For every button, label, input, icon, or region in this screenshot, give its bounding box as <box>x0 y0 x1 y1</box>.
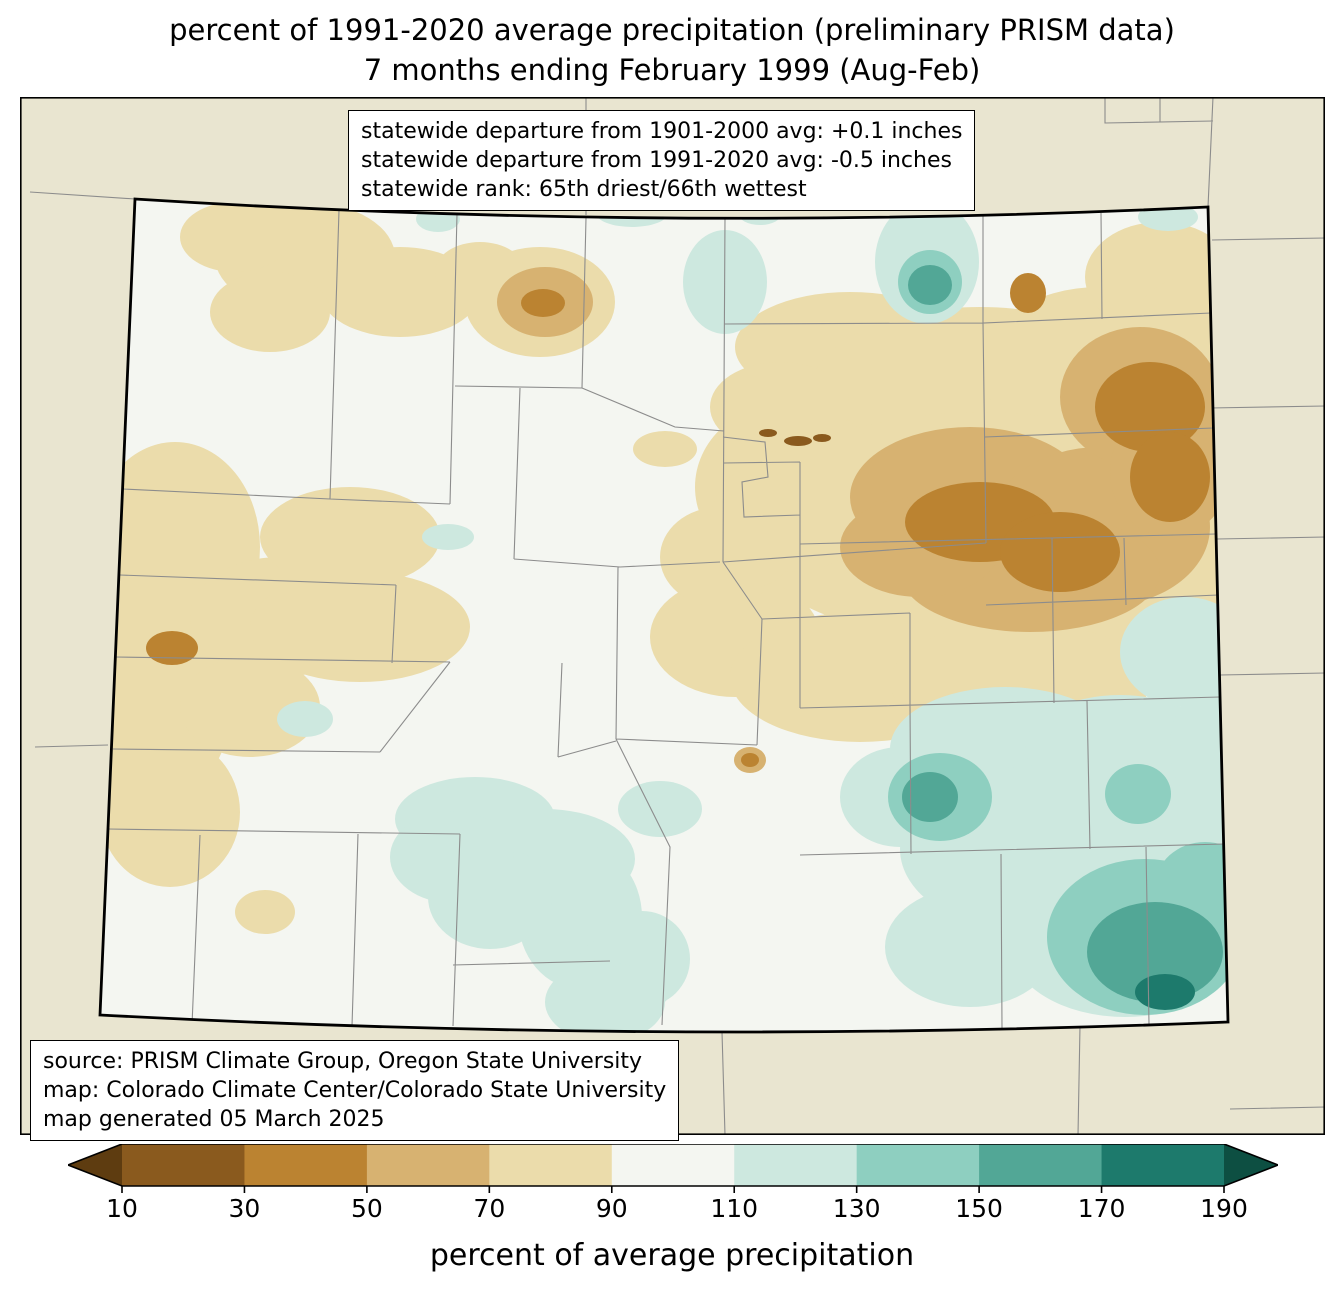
stats-line-departure-1991: statewide departure from 1991-2020 avg: … <box>361 148 952 173</box>
colorbar-segment <box>244 1144 368 1186</box>
colorbar-segment <box>979 1144 1103 1186</box>
precip-blob <box>908 265 952 305</box>
stats-line-rank: statewide rank: 65th driest/66th wettest <box>361 177 807 202</box>
precip-blob <box>180 657 320 757</box>
colorbar-under-arrow <box>68 1144 122 1186</box>
precip-blob <box>1010 273 1046 313</box>
precip-blob <box>422 524 474 550</box>
colorbar-tick-label: 30 <box>228 1194 261 1223</box>
colorbar-tick-label: 190 <box>1200 1194 1248 1223</box>
figure-title: percent of 1991-2020 average precipitati… <box>0 10 1344 90</box>
precip-blob <box>1135 974 1195 1010</box>
colorbar-tick-label: 170 <box>1077 1194 1126 1223</box>
colorbar-tick-label: 90 <box>595 1194 628 1223</box>
precip-blob <box>759 429 777 437</box>
precip-region-10-30 <box>759 429 831 446</box>
precip-blob <box>1105 764 1171 824</box>
map-area <box>20 96 1326 1136</box>
precip-blob <box>902 772 958 822</box>
colorbar-tick-label: 110 <box>710 1194 759 1223</box>
colorbar <box>68 1144 1278 1193</box>
colorbar-segment <box>856 1144 980 1186</box>
precip-blob <box>1000 512 1120 592</box>
precip-blob <box>146 631 198 665</box>
precip-blob <box>545 962 665 1032</box>
colorbar-tick-label: 10 <box>106 1194 138 1223</box>
colorbar-area: 10 30 50 70 90 110 130 150 170 190 percent of ave… <box>0 1140 1344 1290</box>
precip-blob <box>260 487 440 587</box>
colorbar-segment <box>611 1144 735 1186</box>
colorbar-segment <box>122 1144 245 1186</box>
colorado-precipitation-map <box>20 96 1326 1136</box>
precip-blob <box>618 781 702 837</box>
source-attribution-box: source: PRISM Climate Group, Oregon Stat… <box>30 1040 680 1141</box>
precip-blob <box>250 572 470 682</box>
colorbar-tick-label: 150 <box>955 1194 1003 1223</box>
precip-blob <box>521 289 565 317</box>
source-line: source: PRISM Climate Group, Oregon Stat… <box>43 1049 643 1074</box>
precip-blob <box>710 362 850 452</box>
precip-region-150-170 <box>902 265 1223 1002</box>
title-line-2: 7 months ending February 1999 (Aug-Feb) <box>363 53 981 87</box>
precip-blob <box>1087 902 1223 1002</box>
precip-region-170-190 <box>1135 974 1195 1010</box>
precip-blob <box>390 811 514 903</box>
colorbar-tick-label: 50 <box>350 1194 383 1223</box>
colorbar-tick-label: 70 <box>473 1194 506 1223</box>
precip-blob <box>741 753 759 767</box>
precip-blob <box>885 887 1055 1007</box>
colorbar-segment <box>489 1144 613 1186</box>
precip-blob <box>813 434 831 442</box>
precip-blob <box>180 202 290 272</box>
map-credit-line: map: Colorado Climate Center/Colorado St… <box>43 1078 667 1103</box>
precip-blob <box>784 436 812 446</box>
colorbar-segment <box>734 1144 858 1186</box>
colorado-state-border <box>98 197 1230 1034</box>
state-interior <box>100 199 1228 1032</box>
county-borders <box>107 209 1225 1029</box>
precip-blob <box>1170 687 1228 807</box>
precip-blob <box>277 701 333 737</box>
colorbar-segment <box>1101 1144 1225 1186</box>
precip-blob <box>633 431 697 467</box>
precip-blob <box>210 272 330 352</box>
title-line-1: percent of 1991-2020 average precipitati… <box>169 13 1175 47</box>
precip-blob <box>100 737 240 887</box>
colorbar-segment <box>366 1144 490 1186</box>
precip-blob <box>235 890 295 934</box>
colorbar-axis-label: percent of average precipitation <box>429 1238 915 1273</box>
precip-blob <box>1130 432 1210 522</box>
colorbar-over-arrow <box>1224 1144 1278 1186</box>
generated-date-line: map generated 05 March 2025 <box>43 1107 385 1132</box>
statewide-stats-box: statewide departure from 1901-2000 avg: … <box>348 110 976 211</box>
precip-blob <box>710 467 800 587</box>
stats-line-departure-1901: statewide departure from 1901-2000 avg: … <box>361 119 963 144</box>
colorbar-tick-label: 130 <box>832 1194 881 1223</box>
